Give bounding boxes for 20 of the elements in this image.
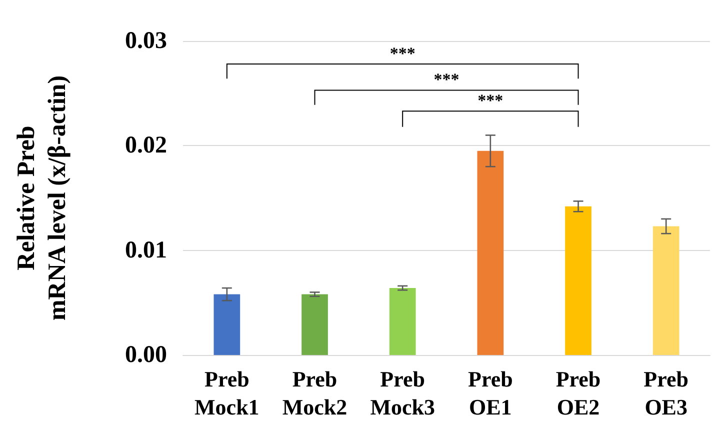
- y-tick-label: 0.02: [125, 132, 167, 159]
- y-tick-label: 0.00: [125, 342, 167, 368]
- bar: [477, 150, 504, 355]
- x-tick-label: Preb Mock3: [370, 366, 435, 420]
- bar: [652, 226, 680, 355]
- y-tick-label: 0.03: [125, 28, 167, 54]
- x-tick-label: Preb Mock1: [194, 366, 260, 420]
- bar: [214, 294, 240, 355]
- y-tick-label: 0.01: [125, 237, 167, 264]
- x-tick-label: Preb OE3: [644, 366, 688, 420]
- bar: [565, 206, 592, 355]
- x-tick-label: Preb OE1: [468, 366, 513, 420]
- annotation: ***: [434, 70, 460, 90]
- annotation: ***: [390, 44, 416, 64]
- bar: [302, 294, 328, 355]
- x-tick-label: Preb Mock2: [282, 366, 348, 420]
- annotation: ***: [478, 91, 504, 110]
- bar: [389, 288, 416, 355]
- x-tick-label: Preb OE2: [556, 366, 601, 420]
- y-axis-title: Relative Preb mRNA level (x/β-actin): [13, 75, 71, 321]
